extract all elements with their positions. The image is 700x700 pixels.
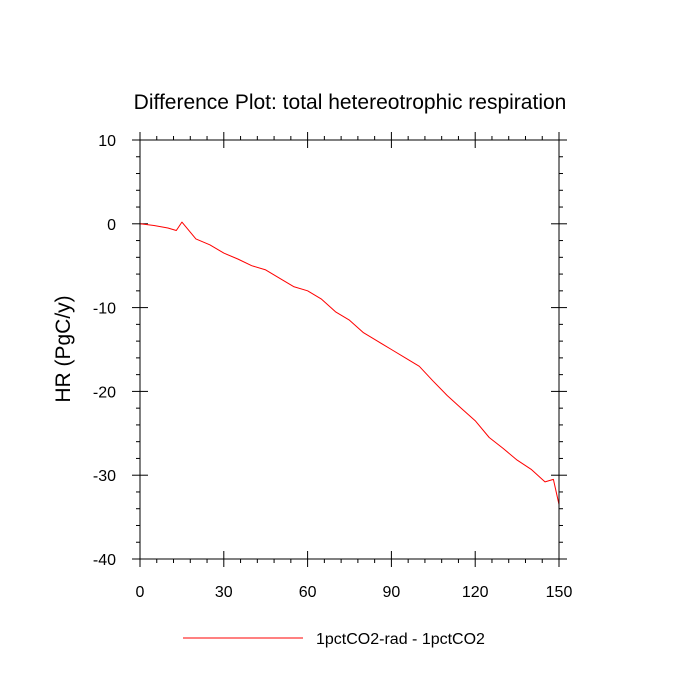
series-layer — [139, 221, 560, 505]
y-tick-label: -10 — [93, 301, 116, 318]
legend: 1pctCO2-rad - 1pctCO2 — [183, 631, 485, 648]
x-tick-label: 30 — [215, 584, 233, 601]
series-line-1pctco2-rad-minus-1pctco2 — [139, 221, 560, 505]
x-tick-label: 60 — [299, 584, 317, 601]
y-tick-label: 10 — [98, 133, 116, 150]
x-tick-label: 90 — [383, 584, 401, 601]
y-axis-label: HR (PgC/y) — [52, 295, 75, 402]
x-tick-label: 0 — [136, 584, 145, 601]
y-tick-label: -30 — [93, 468, 116, 485]
legend-label: 1pctCO2-rad - 1pctCO2 — [316, 631, 485, 648]
y-tick-label: -40 — [93, 552, 116, 569]
plot-frame — [139, 139, 560, 560]
y-tick-labels: 10 0 -10 -20 -30 -40 — [93, 133, 116, 569]
y-tick-label: 0 — [107, 217, 116, 234]
x-tick-label: 150 — [546, 584, 573, 601]
axis-ticks — [132, 132, 567, 567]
y-tick-label: -20 — [93, 384, 116, 401]
chart-title: Difference Plot: total hetereotrophic re… — [134, 91, 567, 114]
x-tick-labels: 0 30 60 90 120 150 — [136, 584, 573, 601]
x-tick-label: 120 — [462, 584, 489, 601]
